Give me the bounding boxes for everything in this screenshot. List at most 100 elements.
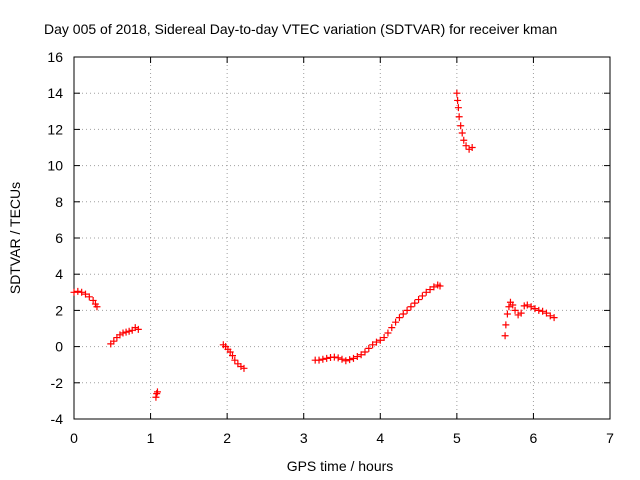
data-point — [81, 290, 89, 298]
data-point — [153, 390, 161, 398]
data-point — [229, 352, 237, 360]
data-point — [455, 113, 463, 121]
data-point — [430, 283, 438, 291]
data-point — [407, 303, 415, 311]
data-point — [460, 136, 468, 144]
data-point — [330, 353, 338, 361]
data-point — [514, 311, 522, 319]
data-point — [342, 357, 350, 365]
data-point — [357, 351, 365, 359]
x-tick-label: 4 — [376, 430, 384, 446]
x-axis-label: GPS time / hours — [287, 458, 394, 474]
y-tick-label: 6 — [55, 230, 63, 246]
data-point — [465, 145, 473, 153]
data-point — [531, 305, 539, 313]
y-tick-label: 4 — [55, 266, 63, 282]
chart-title: Day 005 of 2018, Sidereal Day-to-day VTE… — [44, 21, 557, 37]
data-point — [501, 332, 509, 340]
data-point — [503, 310, 511, 318]
data-point — [74, 287, 82, 295]
y-tick-label: 0 — [55, 339, 63, 355]
data-point — [453, 89, 461, 97]
x-tick-label: 5 — [453, 430, 461, 446]
data-point — [395, 314, 403, 322]
x-tick-label: 3 — [300, 430, 308, 446]
x-tick-label: 1 — [147, 430, 155, 446]
data-point — [436, 282, 444, 290]
data-point — [523, 301, 531, 309]
data-point — [346, 356, 354, 364]
data-point — [334, 354, 342, 362]
x-tick-label: 2 — [223, 430, 231, 446]
y-tick-label: -2 — [51, 375, 64, 391]
y-tick-label: 12 — [47, 121, 63, 137]
y-tick-label: -4 — [51, 411, 64, 427]
data-point — [125, 327, 133, 335]
data-point — [454, 96, 462, 104]
data-point — [315, 356, 323, 364]
data-point — [349, 354, 357, 362]
data-point — [462, 142, 470, 150]
data-point — [380, 334, 388, 342]
data-point — [388, 324, 396, 332]
grid — [74, 57, 610, 419]
data-point — [226, 348, 234, 356]
data-point — [376, 336, 384, 344]
data-point — [546, 312, 554, 320]
data-point — [369, 341, 377, 349]
data-point — [511, 306, 519, 314]
y-axis-label: SDTVAR / TECUs — [7, 182, 23, 294]
x-tick-label: 7 — [606, 430, 614, 446]
data-point — [93, 303, 101, 311]
data-point — [353, 353, 361, 361]
data-point — [454, 104, 462, 112]
data-point — [550, 314, 558, 322]
data-point — [231, 356, 239, 364]
data-point — [535, 306, 543, 314]
data-point — [542, 309, 550, 317]
data-point — [426, 286, 434, 294]
data-point — [502, 321, 510, 329]
data-point — [517, 309, 525, 317]
data-point — [323, 354, 331, 362]
data-point — [372, 338, 380, 346]
data-point — [458, 129, 466, 137]
data-point — [509, 301, 517, 309]
y-tick-label: 10 — [47, 158, 63, 174]
data-point — [411, 299, 419, 307]
data-point — [89, 296, 97, 304]
data-point — [134, 325, 142, 333]
data-point — [539, 307, 547, 315]
axis-ticks — [73, 56, 611, 420]
data-point — [457, 122, 465, 130]
data-point — [119, 329, 127, 337]
data-point — [505, 303, 513, 311]
data-point — [399, 310, 407, 318]
data-point — [110, 337, 118, 345]
data-point — [153, 388, 161, 396]
y-tick-label: 8 — [55, 194, 63, 210]
data-point — [392, 318, 400, 326]
data-points — [70, 89, 558, 401]
data-point — [78, 288, 86, 296]
y-tick-label: 16 — [47, 49, 63, 65]
y-tick-label: 2 — [55, 302, 63, 318]
data-point — [403, 306, 411, 314]
data-point — [527, 303, 535, 311]
data-point — [152, 393, 160, 401]
data-point — [468, 144, 476, 151]
data-point — [338, 355, 346, 363]
data-point — [319, 355, 327, 363]
data-point — [70, 288, 78, 296]
data-point — [422, 288, 430, 296]
data-point — [384, 329, 392, 337]
data-point — [418, 292, 426, 300]
data-point — [415, 296, 423, 304]
x-tick-label: 0 — [70, 430, 78, 446]
data-point — [365, 344, 373, 352]
data-point — [240, 364, 248, 372]
y-tick-label: 14 — [47, 85, 63, 101]
data-point — [85, 293, 93, 301]
